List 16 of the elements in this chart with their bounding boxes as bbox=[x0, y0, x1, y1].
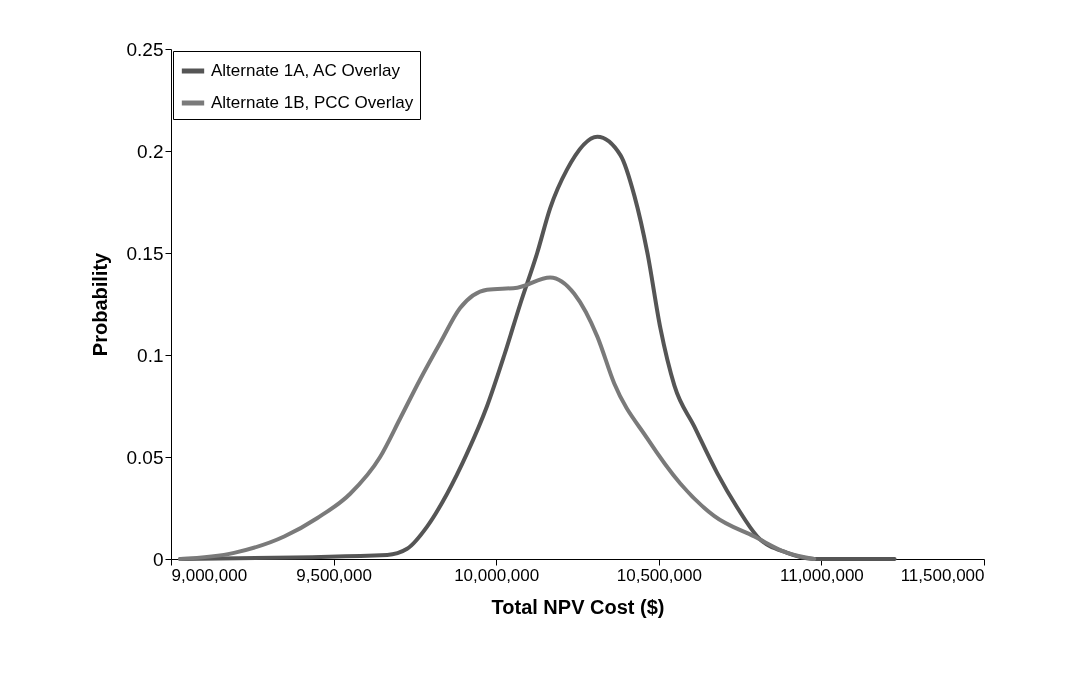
legend-label: Alternate 1B, PCC Overlay bbox=[211, 93, 414, 112]
x-tick-label: 11,500,000 bbox=[900, 565, 985, 585]
x-tick-label: 9,500,000 bbox=[296, 565, 372, 585]
x-tick-label: 11,000,000 bbox=[779, 565, 864, 585]
y-tick-label: 0.15 bbox=[126, 242, 164, 264]
y-tick-label: 0.05 bbox=[126, 446, 164, 468]
x-tick-label: 10,500,000 bbox=[616, 565, 702, 585]
y-tick-label: 0.1 bbox=[137, 344, 164, 366]
y-tick-label: 0 bbox=[152, 548, 164, 570]
x-tick-label: 10,000,000 bbox=[454, 565, 540, 585]
legend-label: Alternate 1A, AC Overlay bbox=[211, 61, 401, 80]
y-tick-label: 0.25 bbox=[126, 38, 164, 60]
y-tick-label: 0.2 bbox=[137, 140, 164, 162]
x-axis-title: Total NPV Cost ($) bbox=[491, 595, 665, 618]
x-tick-label: 9,000,000 bbox=[171, 565, 248, 585]
y-axis-title: Probability bbox=[88, 251, 111, 357]
